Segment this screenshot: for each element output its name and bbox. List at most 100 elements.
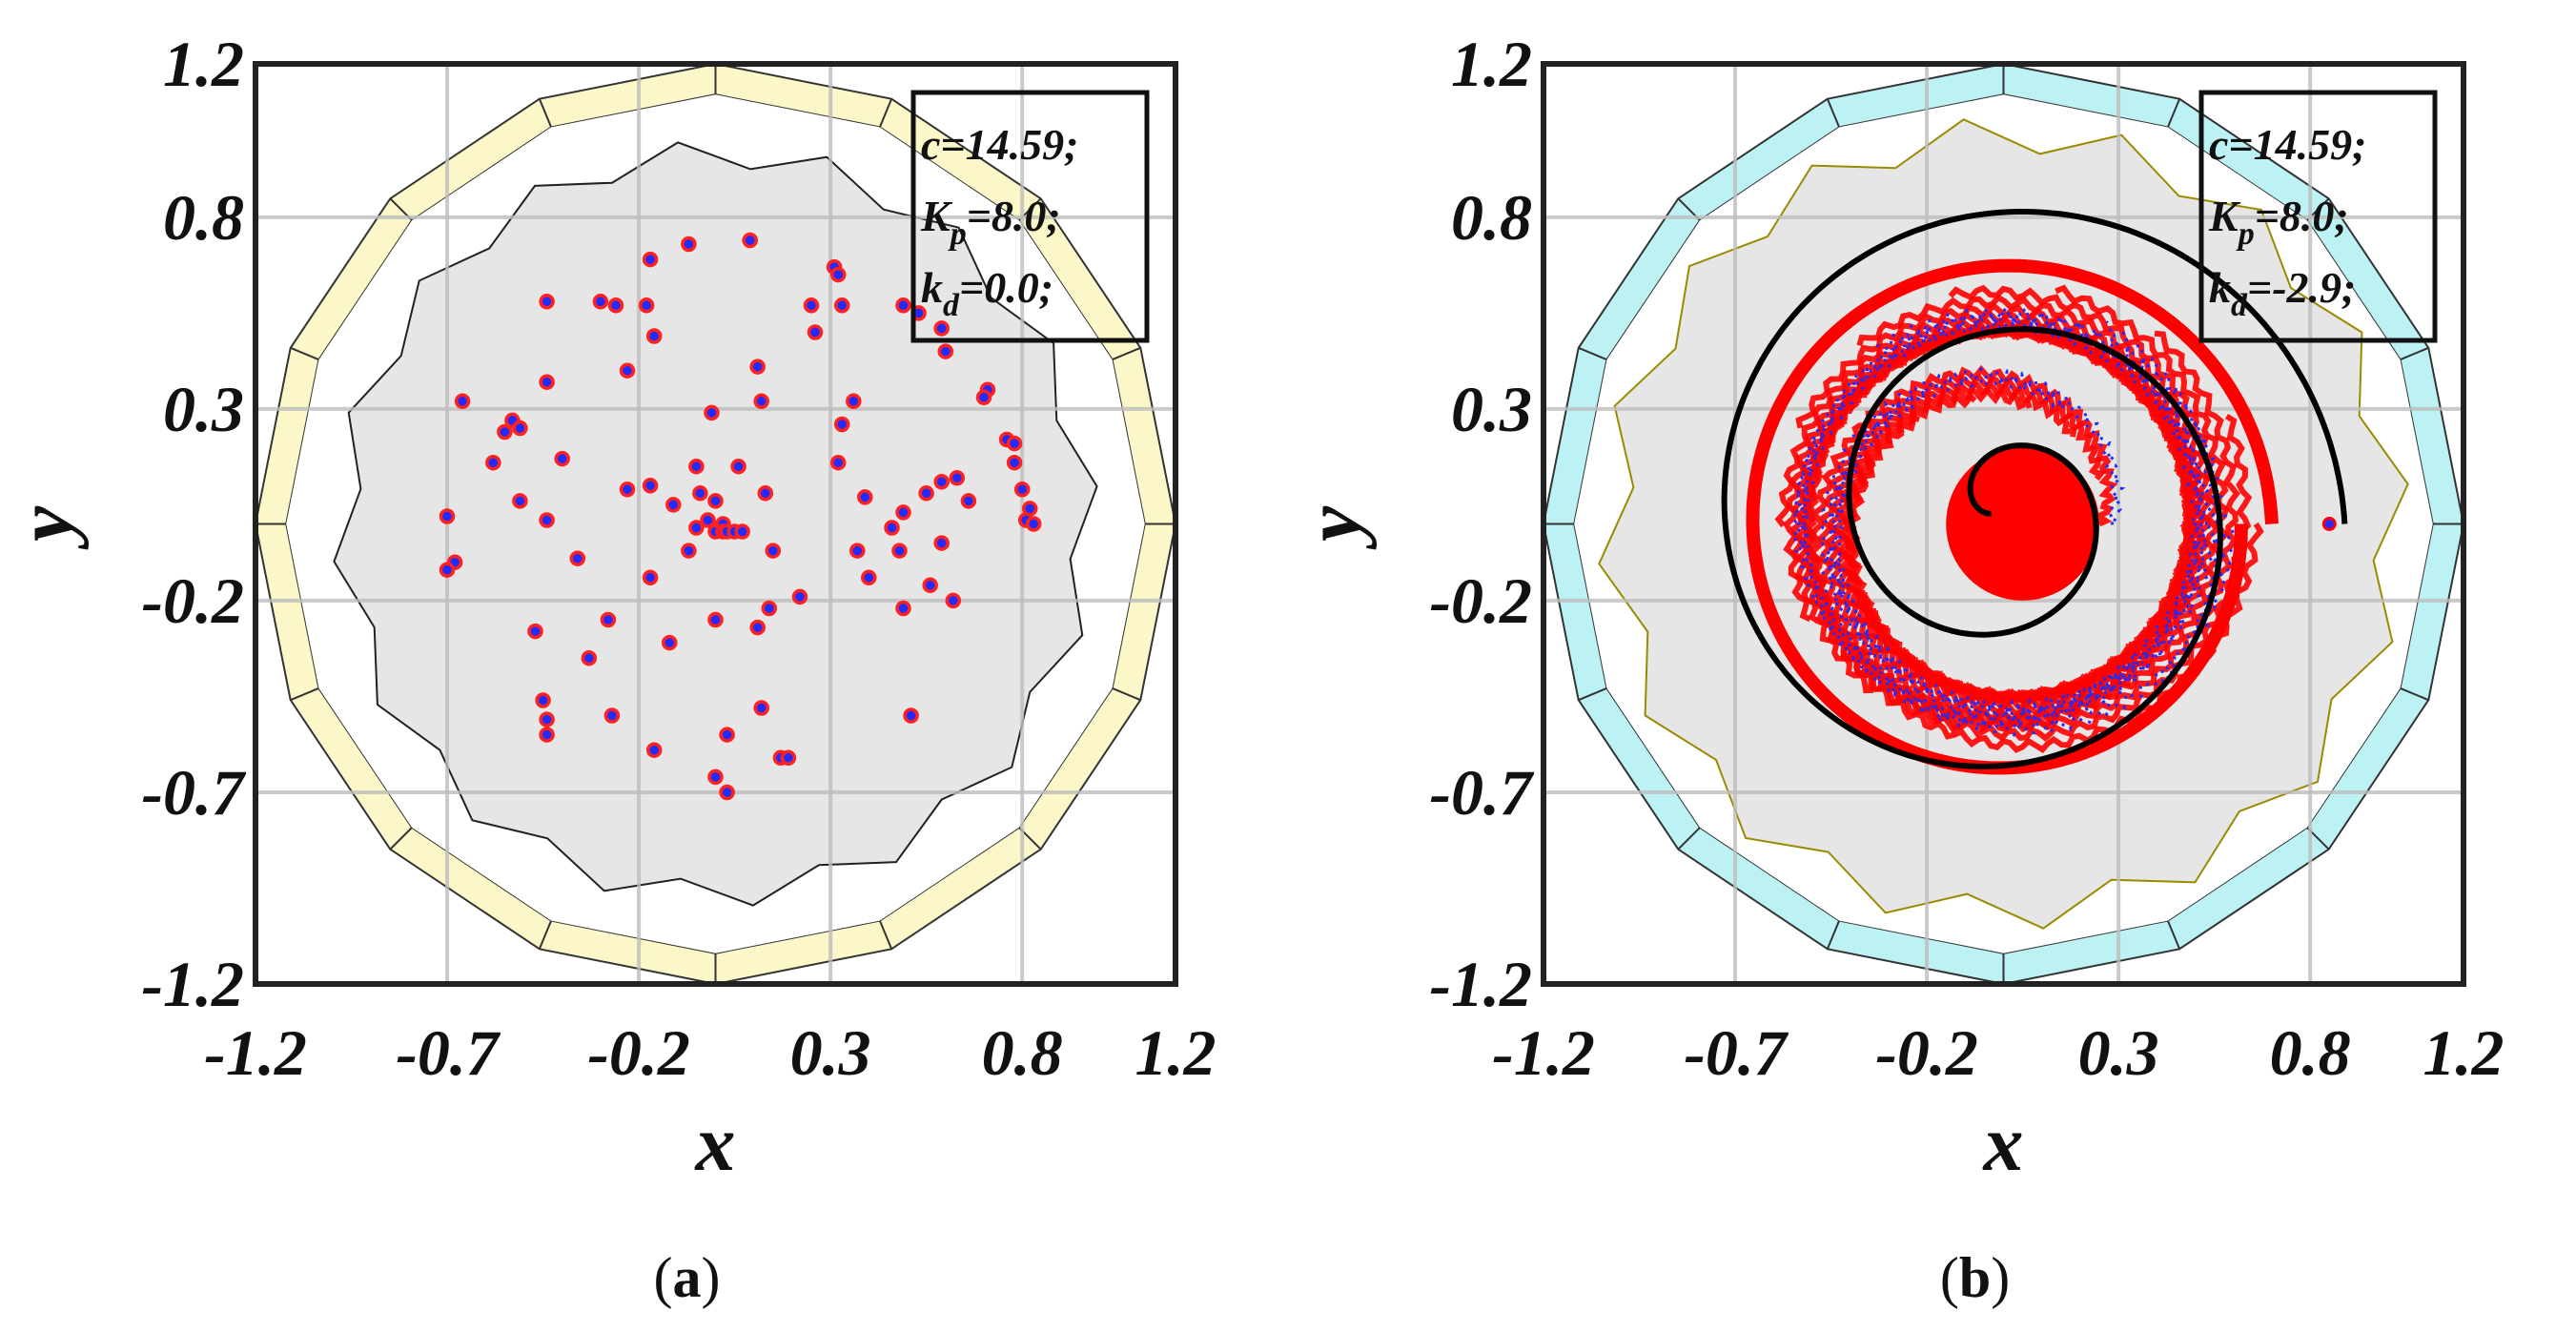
legend-kp-sub-b: p (2236, 216, 2255, 252)
scatter-point (707, 768, 724, 786)
x-axis-label-b: x (1982, 1099, 2024, 1188)
ring-segment-edge (878, 98, 893, 128)
legend-c-text-b: c=14.59; (2209, 120, 2366, 169)
ring-segment-edge (1677, 827, 1701, 850)
scatter-point (833, 297, 850, 314)
ring-segment-edge (1578, 686, 1607, 702)
legend-kp-value-b: =8.0; (2255, 192, 2349, 240)
ring-segment-edge (1112, 686, 1141, 702)
trajectory-core (1946, 447, 2100, 601)
scatter-point (512, 493, 528, 509)
scatter-point (539, 727, 555, 743)
scatter-point (803, 297, 820, 314)
y-tick-label: 0.8 (163, 181, 244, 254)
scatter-point (642, 251, 659, 268)
scatter-point (949, 470, 966, 486)
legend-kd-value-a: =0.0; (959, 263, 1053, 312)
legend-line-c-a: c=14.59; (921, 120, 1078, 169)
scatter-point (539, 374, 555, 390)
scatter-point (791, 588, 808, 605)
y-tick-label: 1.2 (163, 28, 244, 100)
scatter-point (535, 692, 551, 708)
scatter-point (975, 389, 992, 406)
scatter-point (857, 489, 873, 505)
legend-line-kd-a: kd=0.0; (921, 263, 1053, 323)
trajectory-points (1827, 320, 2221, 722)
scatter-point (619, 362, 636, 379)
y-tick-label: -1.2 (1429, 948, 1532, 1020)
scatter-point (945, 592, 962, 609)
scatter-point (742, 232, 758, 249)
scatter-point (539, 711, 555, 727)
legend-kp-main-a: K (920, 192, 953, 240)
y-tick-label: 0.8 (1451, 181, 1532, 254)
y-tick-label: -0.2 (1429, 564, 1532, 637)
scatter-point (619, 482, 636, 498)
y-axis-label-a: y (1, 505, 90, 550)
scatter-point (829, 266, 847, 283)
scatter-point (757, 485, 774, 502)
scatter-point (554, 450, 570, 467)
scatter-point (642, 478, 659, 494)
scatter-point (895, 297, 911, 314)
scatter-point (734, 523, 750, 540)
scatter-point (895, 504, 911, 521)
x-tick-label: 1.2 (1135, 1016, 1216, 1089)
scatter-point (933, 320, 950, 337)
scatter-point (600, 611, 617, 628)
scatter-point (861, 569, 877, 586)
boundary-ring-a (254, 62, 1177, 986)
x-tick-label: -0.2 (1875, 1016, 1978, 1089)
legend-kp-main-b: K (2208, 192, 2241, 240)
scatter-point (662, 634, 678, 651)
scatter-point (688, 458, 705, 475)
x-tick-label: -0.7 (396, 1016, 501, 1089)
tick-labels-a: -1.2 -0.7 -0.2 0.3 0.8 1.2 1.2 0.8 0.3 -0.2 -0.7 -1… (141, 28, 1216, 1089)
scatter-point (749, 359, 766, 375)
scatter-point (707, 611, 724, 628)
trajectory-points (1796, 317, 2211, 732)
x-tick-label: 0.3 (790, 1016, 871, 1089)
x-tick-label: 1.2 (2423, 1016, 2504, 1089)
ring-segment-edge (2400, 686, 2429, 702)
legend-kd-main-a: k (921, 263, 943, 312)
caption-b: (b) (1940, 1246, 2010, 1309)
scatter-point (603, 707, 621, 724)
scatter-point (937, 343, 954, 359)
legend-kd-main-b: k (2209, 263, 2231, 312)
scatter-point (1013, 482, 1031, 498)
trajectory-points (1789, 317, 2205, 718)
x-tick-label: 0.8 (2270, 1016, 2351, 1089)
scatter-point (807, 324, 824, 340)
trajectory-b (1721, 209, 2348, 775)
y-tick-label: -0.7 (1429, 756, 1535, 829)
scatter-point (765, 543, 782, 559)
tick-labels-b: -1.2 -0.7 -0.2 0.3 0.8 1.2 1.2 0.8 0.3 -0.2 -0.7 -1… (1429, 28, 2504, 1089)
scatter-point (645, 742, 663, 758)
scatter-point (439, 508, 456, 524)
scatter-point (681, 236, 697, 253)
x-tick-label: 0.3 (2078, 1016, 2159, 1089)
scatter-point (707, 493, 724, 509)
legend-line-kp-b: Kp=8.0; (2208, 192, 2349, 252)
scatter-point (1006, 435, 1023, 452)
x-tick-label: 0.8 (982, 1016, 1063, 1089)
scatter-point (439, 562, 456, 578)
scatter-point (581, 649, 598, 666)
scatter-point (645, 328, 663, 344)
trajectory-black-spiral (1721, 209, 2348, 769)
ring-segment-edge (2166, 98, 2181, 128)
points-a (439, 232, 1042, 801)
y-tick-label: 0.3 (1451, 373, 1532, 445)
scatter-point (833, 416, 850, 433)
y-axis-label-b: y (1289, 505, 1378, 550)
x-tick-label: -1.2 (1492, 1016, 1595, 1089)
ring-segment-edge (538, 98, 553, 128)
outside-region (1544, 64, 2464, 984)
trajectory-start-point (2321, 517, 2337, 531)
plot-frame-a (253, 61, 1178, 987)
scatter-point (933, 535, 950, 551)
y-tick-label: -0.2 (141, 564, 244, 637)
scatter-point (918, 485, 934, 502)
x-tick-label: -1.2 (204, 1016, 307, 1089)
